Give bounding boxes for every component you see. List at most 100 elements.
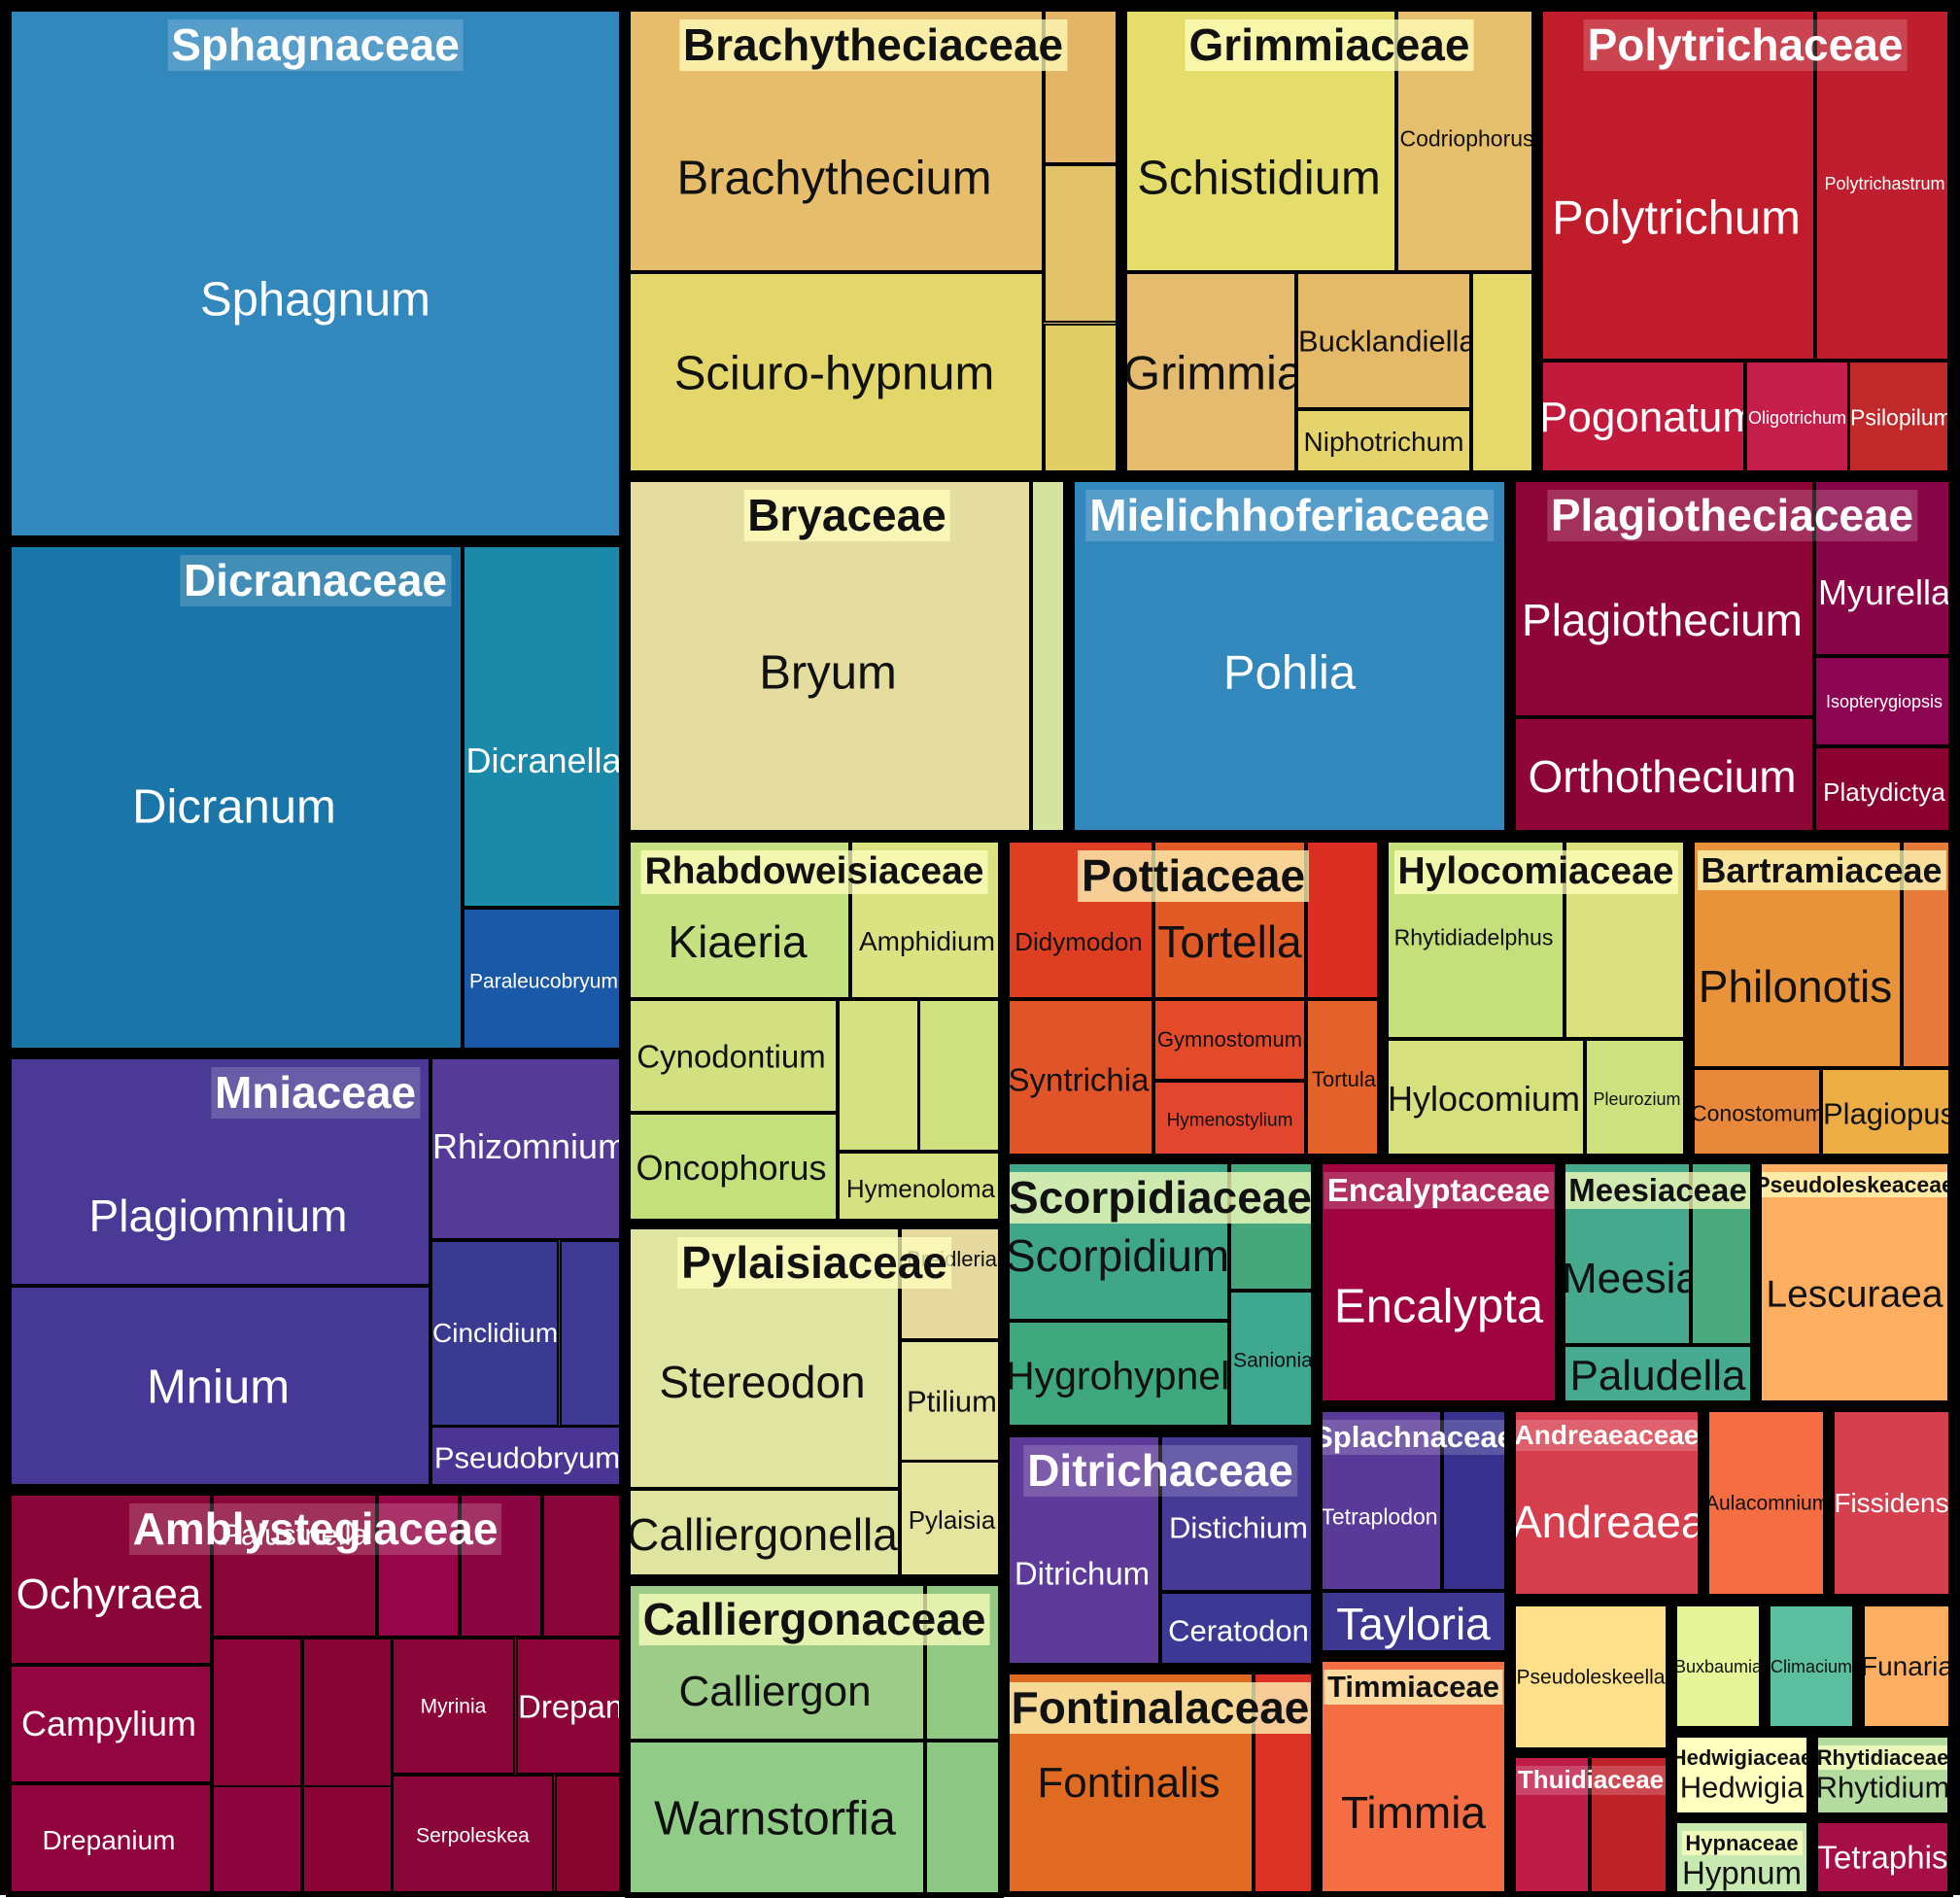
genus-paludella: Paludella [1565, 1345, 1750, 1400]
genus-label: Encalypta [1333, 1280, 1544, 1333]
genus-label: Philonotis [1698, 961, 1893, 1013]
genus-label: Drepanium [42, 1824, 176, 1855]
family-pottiaceae: Didymodon Tortella Syntrichia Gymnostomum Hy… [1004, 837, 1383, 1159]
genus-label: Scorpidium [1006, 1229, 1229, 1281]
family-label: Pseudoleskeaceae [1762, 1172, 1947, 1198]
genus-ochyraea: Ochyraea [12, 1496, 212, 1665]
family-label: Timmiaceae [1324, 1670, 1503, 1705]
family-label: Ditrichaceae [1023, 1445, 1297, 1497]
family-calliergonaceae: Calliergon Warnstorfia Calliergonaceae [625, 1580, 1004, 1898]
genus-label: Calliergonella [627, 1509, 898, 1560]
genus-platydictya: Platydictya [1814, 746, 1948, 830]
genus-label: Myurella [1817, 571, 1951, 612]
family-label: Andreaeaceae [1516, 1420, 1698, 1452]
family-label: Fontinalaceae [1010, 1682, 1311, 1734]
genus-cynodontium: Cynodontium [631, 999, 838, 1113]
genus-myurella: Myurella [1814, 482, 1951, 656]
genus-amblystegiaceae-unlabeled-3 [460, 1496, 542, 1638]
genus-label: Dicranum [132, 780, 336, 834]
genus-conostomum: Conostomum [1695, 1068, 1821, 1154]
genus-label: Pylaisia [908, 1505, 996, 1535]
genus-label: Polytrichastrum [1824, 173, 1945, 193]
genus-label: Bucklandiella [1298, 324, 1471, 358]
genus-tayloria: Tayloria [1323, 1591, 1504, 1650]
genus-lescuraea: Lescuraea [1762, 1164, 1947, 1400]
genus-label: Dicranella [465, 740, 622, 780]
genus-isopterygiopsis: Isopterygiopsis [1814, 656, 1948, 746]
family-label: Mielichhoferiaceae [1085, 490, 1494, 541]
genus-label: Sanionia [1233, 1349, 1313, 1372]
genus-label: Climacium [1770, 1656, 1852, 1676]
genus-brachytheciaceae-unlabeled-3 [1044, 164, 1116, 323]
genus-label: Ceratodon [1168, 1613, 1309, 1648]
genus-dicranella: Dicranella [463, 547, 622, 908]
family-label: Meesiaceae [1565, 1172, 1750, 1209]
family-mielichhoferiaceae: Pohlia Mielichhoferiaceae [1069, 476, 1510, 836]
genus-hygrohypnella: Hygrohypnella [1006, 1321, 1229, 1425]
genus-amblystegiaceae-unlabeled-12 [302, 1785, 393, 1891]
family-label: Sphagnaceae [167, 19, 464, 71]
genus-polytrichum: Polytrichum [1543, 12, 1815, 361]
family-ditrichaceae: Ditrichum Distichium Ceratodon Ditrichaceae [1004, 1432, 1317, 1669]
family-label: Hypnaceae [1681, 1831, 1803, 1856]
family-thuidiaceae: Thuidiaceae [1510, 1752, 1671, 1897]
genus-rhizomnium: Rhizomnium [430, 1059, 619, 1240]
genus-label: Sciuro-hypnum [673, 347, 995, 400]
genus-label: Pleurozium [1593, 1088, 1681, 1109]
genus-label: Serpoleskea [416, 1824, 530, 1847]
family-bryaceae: Bryum Bryaceae [625, 476, 1069, 836]
genus-scorpidium: Scorpidium [1006, 1164, 1229, 1321]
family-label: Bryaceae [743, 490, 950, 541]
genus-palustriella: Palustriella [212, 1496, 377, 1638]
genus-hylocomium: Hylocomium [1389, 1039, 1585, 1154]
genus-hypnum: Hypnum [1677, 1823, 1806, 1891]
genus-label: Mnium [146, 1361, 291, 1414]
family-rhytidiaceae: Rhytidium Rhytidiaceae [1812, 1732, 1953, 1818]
genus-label: Rhytidiadelphus [1393, 924, 1554, 950]
family-fontinalaceae: Fontinalis Fontinalaceae [1004, 1669, 1317, 1897]
genus-label: Calliergon [678, 1667, 872, 1715]
family-label: Thuidiaceae [1516, 1765, 1666, 1795]
genus-campylium: Campylium [12, 1665, 212, 1783]
genus-label: Fissidens [1834, 1487, 1949, 1518]
genus-ceratodon: Ceratodon [1160, 1592, 1311, 1663]
family-label: Splachnaceae [1323, 1420, 1504, 1455]
genus-calliergonaceae-unlabeled-3 [925, 1741, 998, 1892]
genus-label: Hygrohypnella [1006, 1353, 1229, 1398]
genus-label: Oncophorus [636, 1148, 827, 1188]
genus-buxbaumia: Buxbaumia [1677, 1606, 1759, 1726]
genus-label: Aulacomnium [1705, 1492, 1829, 1514]
genus-label: Schistidium [1137, 152, 1381, 204]
family-fissidentaceae: Fissidens [1829, 1406, 1954, 1600]
genus-label: Myrinia [420, 1695, 487, 1717]
genus-grimmiaceae-unlabeled-5 [1471, 272, 1531, 470]
genus-label: Polytrichum [1552, 191, 1801, 245]
genus-hymenoloma: Hymenoloma [838, 1152, 998, 1219]
family-label: Dicranaceae [179, 555, 452, 606]
genus-label: Kiaeria [668, 915, 808, 967]
genus-pohlia: Pohlia [1075, 482, 1504, 830]
genus-label: Gymnostomum [1156, 1027, 1303, 1052]
genus-label: Tayloria [1336, 1598, 1491, 1649]
genus-label: Platydictya [1823, 776, 1945, 807]
genus-label: Grimmia [1123, 347, 1296, 400]
family-climaciaceae: Climacium [1765, 1601, 1858, 1732]
genus-drepanocladus: Drepanocladus [516, 1638, 619, 1775]
genus-label: Distichium [1169, 1510, 1308, 1545]
genus-label: Sphagnum [199, 273, 430, 327]
genus-label: Andreaea [1512, 1497, 1703, 1547]
family-tetraphidaceae: Tetraphis [1812, 1817, 1953, 1897]
family-label: Bartramiaceae [1697, 850, 1946, 891]
genus-label: Psilopilum [1850, 404, 1952, 431]
family-dicranaceae: Dicranum Dicranella Paraleucobryum Dicranac… [6, 541, 625, 1053]
family-hypnaceae: Hypnum Hypnaceae [1671, 1817, 1812, 1897]
genus-label: Tortula [1311, 1066, 1377, 1091]
family-label: Mniaceae [210, 1067, 421, 1119]
genus-label: Campylium [20, 1704, 197, 1743]
family-plagiotheciaceae: Plagiothecium Myurella Isopterygiopsis Orth… [1510, 476, 1954, 836]
genus-aulacomnium: Aulacomnium [1705, 1412, 1829, 1594]
genus-brachytheciaceae-unlabeled-4 [1044, 324, 1116, 470]
genus-paraleucobryum: Paraleucobryum [463, 908, 619, 1048]
genus-plagiomnium: Plagiomnium [12, 1059, 430, 1286]
